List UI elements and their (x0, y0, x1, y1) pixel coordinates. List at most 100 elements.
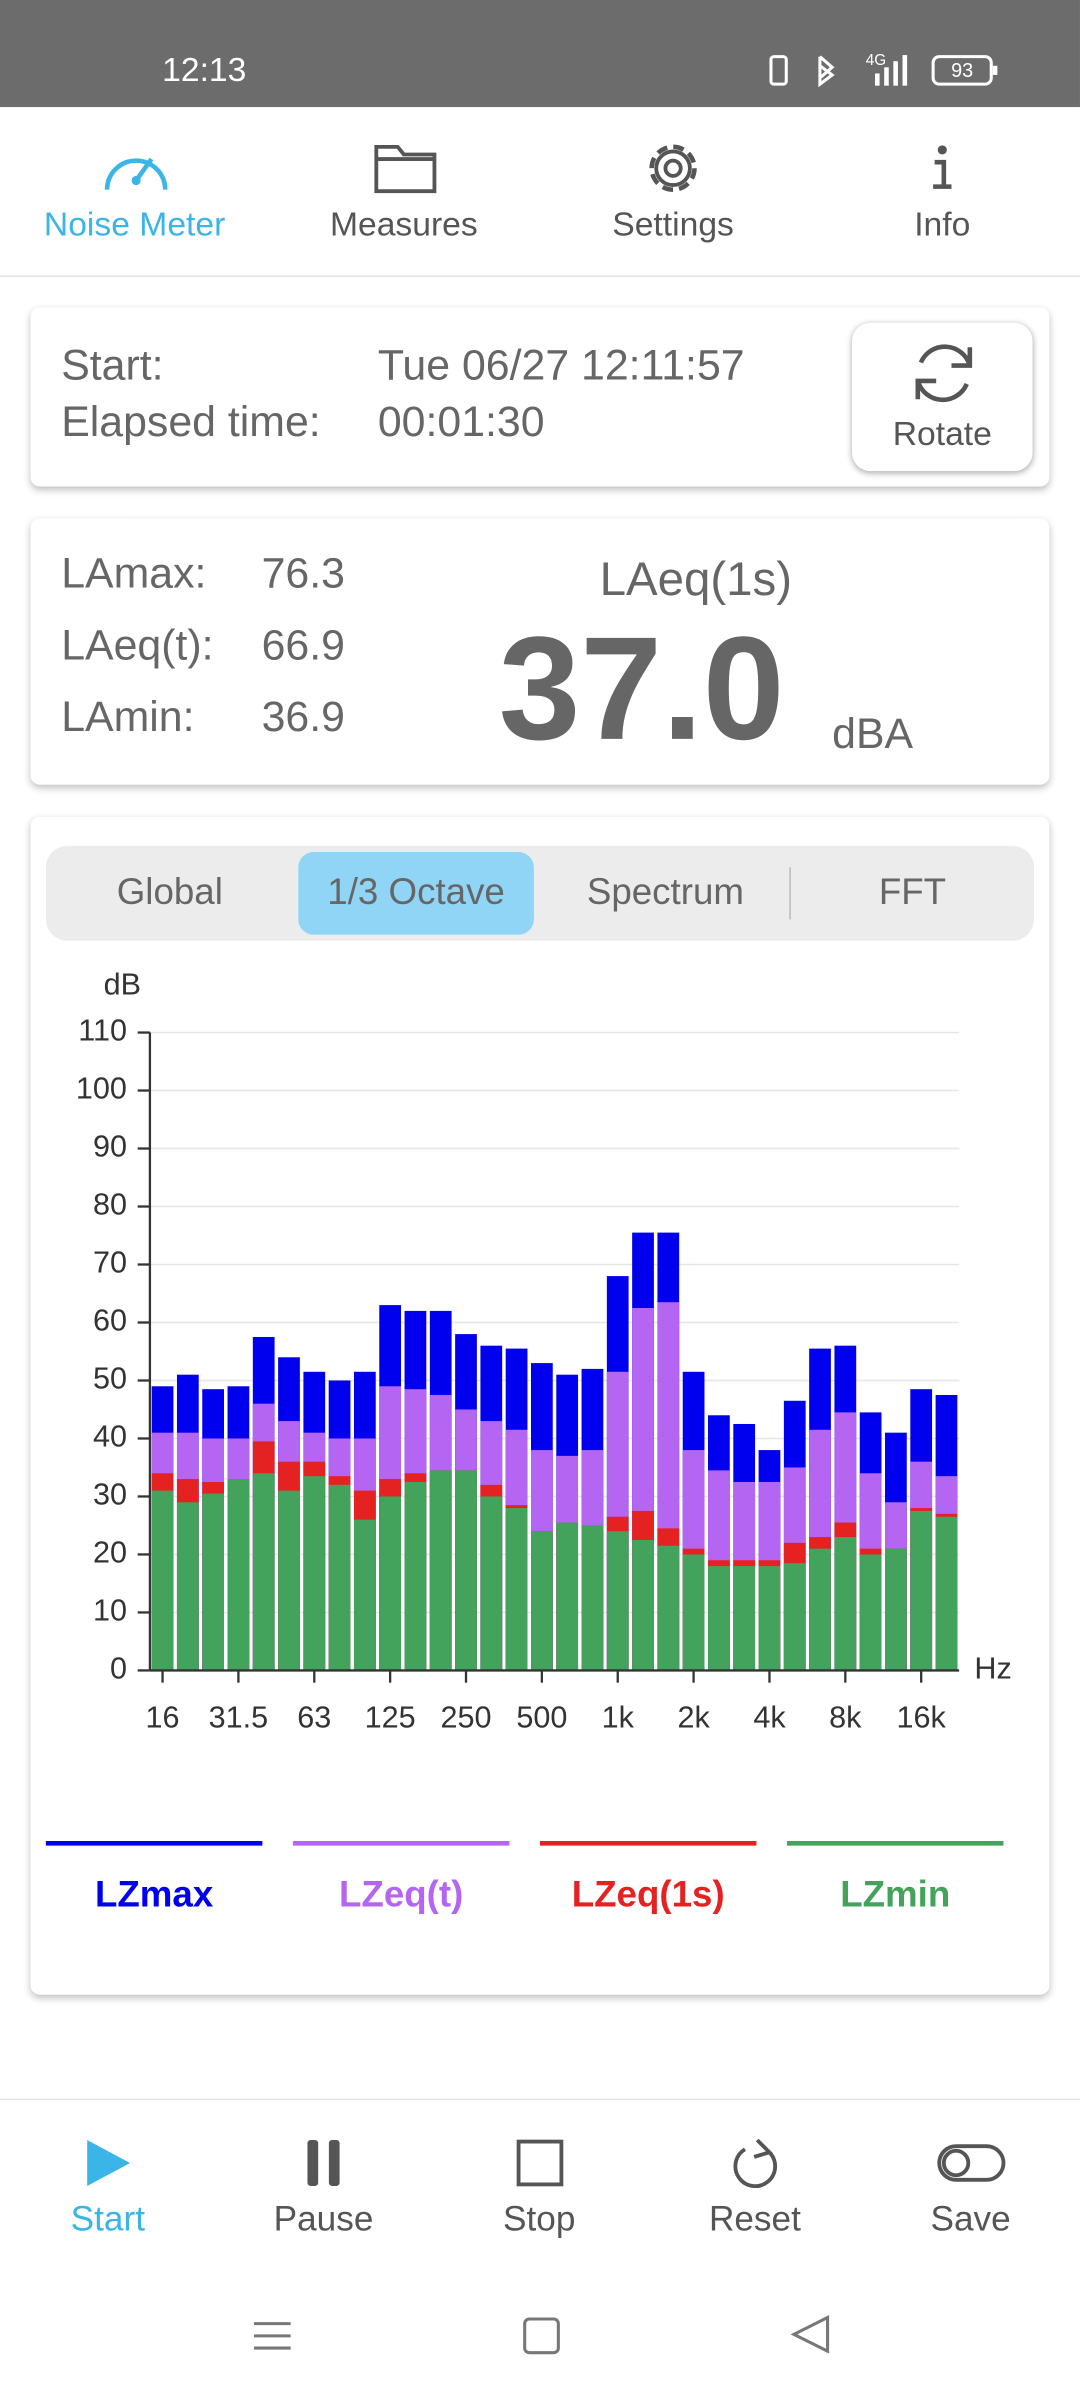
x-tick-label: 16k (897, 1700, 947, 1734)
level-label: LAeq(t): (61, 621, 214, 669)
start-value: Tue 06/27 12:11:57 (377, 341, 745, 389)
status-bar: 12:13 4G 93 (0, 0, 1080, 108)
tab-measures[interactable]: Measures (269, 107, 538, 275)
y-tick-label: 110 (78, 1014, 127, 1048)
y-tick-label: 90 (93, 1130, 127, 1164)
bar (151, 1490, 174, 1671)
bar (202, 1493, 225, 1671)
level-value: 66.9 (261, 621, 345, 669)
y-tick-label: 0 (110, 1652, 127, 1686)
x-tick-label: 500 (516, 1700, 567, 1734)
tab-label: Settings (612, 204, 734, 244)
elapsed-label: Elapsed time: (61, 397, 321, 446)
x-tick-label: 2k (677, 1700, 710, 1734)
pause-button[interactable]: Pause (216, 2100, 432, 2268)
bar (733, 1566, 756, 1671)
level-value: 36.9 (261, 692, 345, 741)
status-icons: 4G 93 (769, 52, 998, 88)
bar (379, 1496, 402, 1671)
y-tick-label: 80 (93, 1188, 127, 1222)
y-tick-label: 60 (93, 1304, 127, 1338)
y-tick-label: 20 (93, 1536, 127, 1570)
legend-label: LZeq(t) (339, 1874, 463, 1915)
bar (783, 1563, 806, 1671)
stop-button[interactable]: Stop (431, 2100, 647, 2268)
x-tick-label: 1k (602, 1700, 635, 1734)
y-tick-label: 70 (93, 1246, 127, 1280)
start-button[interactable]: Start (0, 2100, 216, 2268)
bar (227, 1479, 250, 1671)
bar (480, 1496, 503, 1671)
bar (859, 1554, 882, 1671)
main-label: LAeq(1s) (599, 552, 793, 606)
control-label: Stop (503, 2198, 576, 2238)
legend-label: LZmin (840, 1874, 950, 1915)
bar (530, 1531, 553, 1671)
y-tick-label: 30 (93, 1478, 127, 1512)
view-tab[interactable]: Spectrum (586, 871, 744, 914)
bar (657, 1545, 680, 1671)
level-value: 76.3 (261, 549, 345, 597)
bar (708, 1566, 730, 1671)
bar (455, 1470, 477, 1671)
legend-label: LZeq(1s) (572, 1874, 725, 1915)
bar (252, 1473, 275, 1671)
bottom-controls: Start Pause Stop Reset Save (0, 2098, 1080, 2400)
view-tab-active[interactable]: 1/3 Octave (298, 852, 534, 935)
network-label: 4G (866, 52, 886, 69)
chart: 0 10 20 30 40 50 60 70 80 90 100 110 dB Hz 16 31.5 63 125… (45, 968, 1012, 1915)
rotate-button[interactable]: Rotate (852, 322, 1033, 472)
save-button[interactable]: Save (863, 2100, 1079, 2268)
bar (505, 1508, 528, 1671)
tab-label: Info (914, 204, 971, 244)
battery-level: 93 (951, 60, 973, 82)
rotate-label: Rotate (892, 414, 992, 453)
divider (789, 867, 791, 920)
x-axis-label: Hz (974, 1652, 1011, 1686)
main-unit: dBA (832, 709, 914, 758)
clock: 12:13 (162, 50, 247, 89)
y-tick-label: 40 (93, 1420, 127, 1454)
level-label: LAmax: (61, 549, 207, 597)
tab-label: Measures (329, 204, 478, 244)
bar (758, 1566, 781, 1671)
session-card: Start: Tue 06/27 12:11:57 Elapsed time: … (30, 307, 1050, 487)
view-tab[interactable]: Global (116, 871, 223, 914)
bar (910, 1510, 933, 1671)
control-label: Save (930, 2198, 1011, 2238)
legend-label: LZmax (95, 1874, 214, 1915)
bar (834, 1537, 857, 1671)
view-tab[interactable]: FFT (878, 871, 947, 914)
level-label: LAmin: (61, 692, 195, 741)
bar (278, 1490, 300, 1671)
bar (353, 1519, 376, 1671)
bar (581, 1525, 604, 1671)
view-tabs: Global 1/3 Octave Spectrum FFT (45, 845, 1035, 941)
bar (885, 1548, 907, 1671)
x-tick-label: 8k (829, 1700, 862, 1734)
bar (935, 1516, 958, 1671)
tab-noise-meter[interactable]: Noise Meter (0, 107, 269, 275)
tab-settings[interactable]: Settings (538, 107, 807, 275)
tab-info[interactable]: Info (808, 107, 1077, 275)
start-label: Start: (61, 341, 164, 389)
bar (176, 1502, 199, 1671)
reset-button[interactable]: Reset (647, 2100, 863, 2268)
y-tick-label: 50 (93, 1362, 127, 1396)
control-label: Reset (708, 2198, 801, 2238)
bar (632, 1539, 654, 1671)
x-tick-label: 250 (440, 1700, 491, 1734)
bar (404, 1481, 427, 1671)
system-nav (253, 2315, 830, 2355)
bar (303, 1476, 326, 1671)
main-value: 37.0 (498, 607, 785, 771)
x-tick-label: 31.5 (209, 1700, 269, 1734)
bar (556, 1522, 579, 1671)
bar (682, 1554, 705, 1671)
y-tick-label: 10 (93, 1594, 127, 1628)
x-tick-label: 63 (297, 1700, 331, 1734)
levels-card: LAmax: 76.3 LAeq(t): 66.9 LAmin: 36.9 LA… (30, 518, 1050, 785)
control-label: Pause (273, 2198, 374, 2238)
